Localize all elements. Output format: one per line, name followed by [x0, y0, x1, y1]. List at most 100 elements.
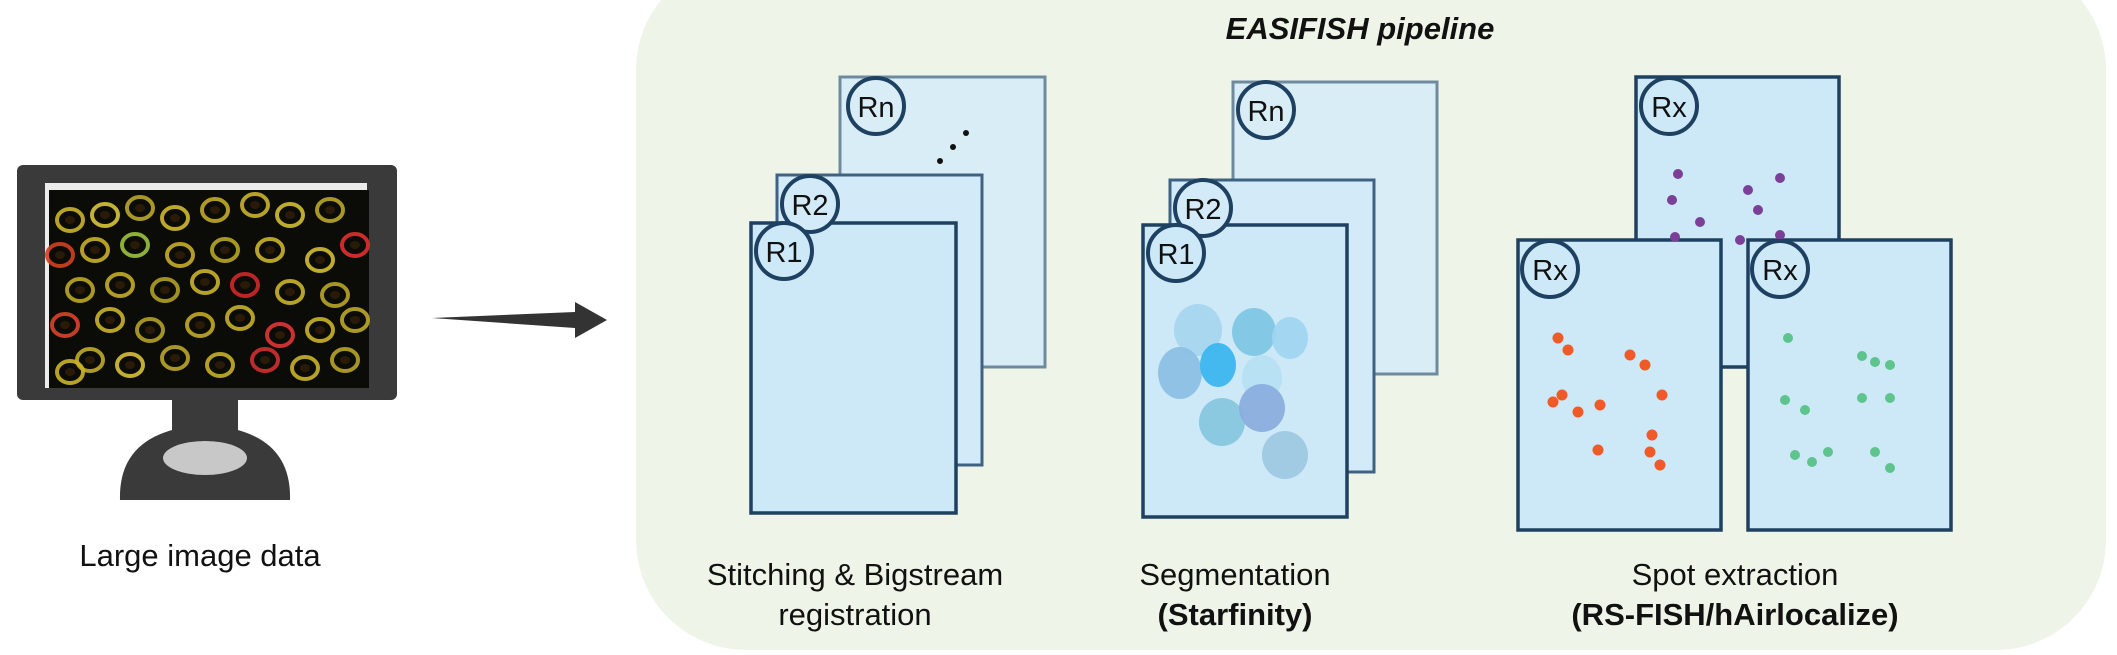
badge-step2-rn-label: Rn [1247, 96, 1284, 128]
cell-nucleus [85, 356, 95, 364]
cell-mark [340, 307, 370, 333]
cell-mark [255, 237, 285, 263]
cell-nucleus [315, 256, 325, 264]
cell-mark [225, 305, 255, 331]
cell-nucleus [215, 361, 225, 369]
segmented-cell [1272, 317, 1308, 359]
badge-step3-back-label: Rx [1651, 92, 1687, 124]
spot [1780, 395, 1790, 405]
cell-mark [80, 237, 110, 263]
cell-mark [305, 247, 335, 273]
spot [1592, 444, 1604, 456]
cell-nucleus [175, 251, 185, 259]
cell-nucleus [240, 281, 250, 289]
segmented-cell [1232, 308, 1276, 356]
spot [1552, 332, 1564, 344]
spot [1562, 344, 1574, 356]
step3-caption-line2: (RS-FISH/hAirlocalize) [1571, 597, 1899, 632]
cell-mark [200, 197, 230, 223]
cell-nucleus [60, 321, 70, 329]
cell-mark [55, 359, 85, 385]
step1-dot [963, 130, 969, 136]
cell-nucleus [285, 288, 295, 296]
cell-mark [320, 282, 350, 308]
badge-step1-r2-label: R2 [791, 190, 828, 222]
cell-nucleus [105, 316, 115, 324]
spot [1807, 457, 1817, 467]
cell-mark [330, 347, 360, 373]
spot [1783, 333, 1793, 343]
spot [1885, 393, 1895, 403]
spot [1790, 450, 1800, 460]
step2-caption-line2: (Starfinity) [1157, 597, 1313, 632]
cell-nucleus [65, 216, 75, 224]
cell-mark [275, 279, 305, 305]
segmented-cell [1200, 343, 1236, 387]
cell-nucleus [160, 286, 170, 294]
cell-nucleus [170, 354, 180, 362]
cell-nucleus [220, 246, 230, 254]
microscopy-image [45, 192, 370, 385]
cell-mark [65, 277, 95, 303]
cell-nucleus [145, 326, 155, 334]
cell-mark [275, 202, 305, 228]
spot [1800, 405, 1810, 415]
spot [1775, 173, 1785, 183]
step1-caption-line2: registration [778, 597, 932, 632]
badge-step1-rn-label: Rn [857, 92, 894, 124]
cell-mark [115, 352, 145, 378]
spot [1654, 459, 1666, 471]
spot [1624, 349, 1636, 361]
spot [1547, 396, 1559, 408]
cell-mark [315, 197, 345, 223]
cell-nucleus [285, 211, 295, 219]
cell-mark [160, 205, 190, 231]
spot [1646, 429, 1658, 441]
step2-caption-line1: Segmentation [1139, 557, 1331, 592]
step1-dot [937, 158, 943, 164]
fish-spots [1547, 169, 1895, 473]
badge-step3-left-label: Rx [1532, 255, 1568, 287]
spot [1870, 357, 1880, 367]
badge-step2-r2 [1173, 178, 1233, 238]
segmented-cell [1262, 431, 1308, 479]
cell-mark [135, 317, 165, 343]
spot [1753, 205, 1763, 215]
step3-caption-line1: Spot extraction [1631, 557, 1839, 592]
segmented-cells [1158, 304, 1308, 479]
badge-step1-r2 [780, 174, 840, 234]
cell-mark [50, 312, 80, 338]
spot [1885, 463, 1895, 473]
badge-step1-r1-label: R1 [765, 237, 802, 269]
badge-step2-rn [1236, 80, 1296, 140]
cell-nucleus [115, 281, 125, 289]
badge-step2-r1 [1146, 223, 1206, 283]
badge-step1-rn [846, 76, 906, 136]
cell-mark [340, 232, 370, 258]
cell-nucleus [350, 316, 360, 324]
round-badges: Rn R2 R1 Rn R2 R1 Rx Rx Rx [754, 76, 1810, 299]
spot [1775, 230, 1785, 240]
cell-mark [55, 207, 85, 233]
cell-nucleus [275, 331, 285, 339]
cell-nucleus [350, 241, 360, 249]
cell-nucleus [170, 214, 180, 222]
badge-step3-back [1639, 76, 1699, 136]
spot [1639, 359, 1651, 371]
cell-nucleus [260, 356, 270, 364]
cell-mark [265, 322, 295, 348]
cell-mark [205, 352, 235, 378]
segmented-cell [1158, 347, 1202, 399]
spot [1823, 447, 1833, 457]
cell-nucleus [195, 321, 205, 329]
badge-step1-r1 [754, 221, 814, 281]
cell-nucleus [90, 246, 100, 254]
cell-nucleus [330, 291, 340, 299]
cell-nucleus [200, 278, 210, 286]
cell-nucleus [265, 246, 275, 254]
spot [1857, 351, 1867, 361]
segmented-cell [1239, 384, 1285, 432]
spot [1670, 232, 1680, 242]
spot [1572, 406, 1584, 418]
